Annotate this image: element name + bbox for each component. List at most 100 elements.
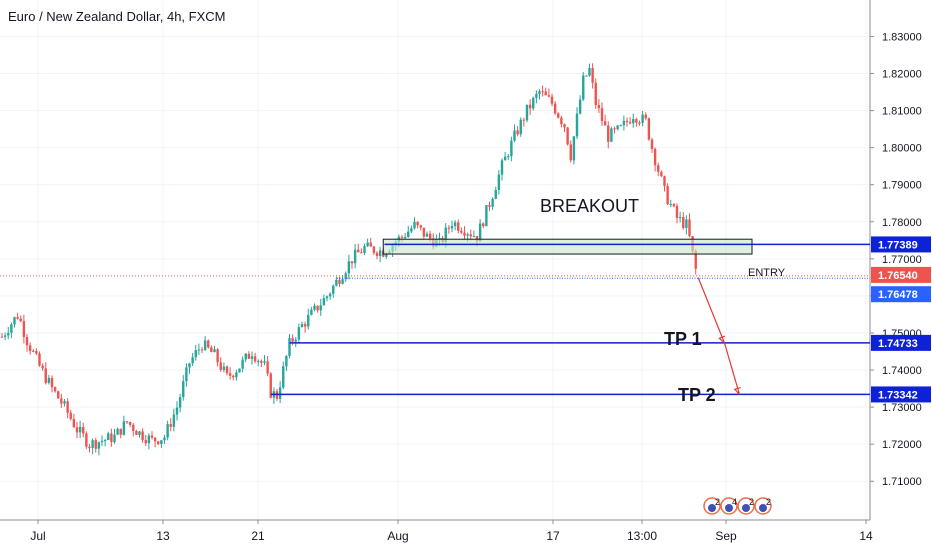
candle-up <box>122 421 126 435</box>
price-axis-label: 1.79000 <box>882 180 922 192</box>
candle-down <box>663 176 666 187</box>
candle-down <box>75 427 79 433</box>
candle-up <box>363 246 366 253</box>
candle-down <box>232 375 235 378</box>
candle-down <box>682 216 685 228</box>
candle-up <box>107 433 110 440</box>
candle-up <box>91 440 94 448</box>
candle-up <box>503 156 507 161</box>
candle-down <box>547 95 551 97</box>
candle-down <box>88 446 91 448</box>
candle-up <box>175 407 179 415</box>
candle-up <box>250 356 254 359</box>
candle-up <box>194 350 197 358</box>
candle-down <box>125 421 129 423</box>
candle-up <box>178 397 182 408</box>
candle-down <box>638 122 641 124</box>
arrow-head-tp2 <box>733 387 741 395</box>
price-badge-label: 1.74733 <box>878 338 918 350</box>
candle-up <box>413 221 416 229</box>
candle-up <box>138 431 141 435</box>
candle-up <box>116 428 119 435</box>
candle-up <box>525 104 529 121</box>
candle-down <box>266 361 269 374</box>
candle-up <box>335 279 338 286</box>
time-axis-label: 13:00 <box>627 529 657 543</box>
price-axis-label: 1.83000 <box>882 31 922 43</box>
candle-up <box>166 424 169 438</box>
candle-down <box>469 234 472 237</box>
candle-up <box>472 236 476 238</box>
candle-down <box>94 440 97 449</box>
price-axis-label: 1.78000 <box>882 217 922 229</box>
candle-down <box>16 317 19 319</box>
candle-up <box>510 140 513 157</box>
candle-down <box>360 252 363 254</box>
candle-up <box>519 119 522 135</box>
candle-up <box>185 367 188 382</box>
candle-down <box>22 321 26 337</box>
candle-down <box>603 121 607 126</box>
price-axis-label: 1.80000 <box>882 143 922 155</box>
candle-down <box>647 118 651 140</box>
price-badge <box>871 236 931 253</box>
candle-up <box>113 434 116 443</box>
candle-down <box>560 117 563 125</box>
candle-up <box>300 324 304 328</box>
trade-path-arrow <box>697 277 741 395</box>
candle-down <box>625 120 629 123</box>
candle-up <box>578 99 582 114</box>
candle-up <box>678 216 682 218</box>
candle-down <box>269 373 272 398</box>
candle-up <box>182 381 185 398</box>
candle-up <box>332 285 335 294</box>
candle-down <box>57 391 60 399</box>
candle-down <box>566 127 569 145</box>
candle-down <box>247 353 251 359</box>
candle-up <box>235 372 238 378</box>
price-axis-label: 1.81000 <box>882 106 922 118</box>
candle-up <box>453 222 457 227</box>
candle-down <box>419 225 422 228</box>
candle-down <box>613 128 616 130</box>
candle-up <box>307 314 310 327</box>
candle-down <box>597 105 601 109</box>
candle-down <box>400 236 404 238</box>
candle-down <box>644 114 647 119</box>
candle-down <box>650 139 654 149</box>
candle-up <box>425 233 429 237</box>
price-axis-label: 1.77000 <box>882 254 922 266</box>
candle-up <box>478 223 482 242</box>
time-axis-label: 14 <box>859 529 873 543</box>
candle-down <box>357 249 360 253</box>
event-marker-flag-icon <box>725 504 733 512</box>
candle-down <box>219 362 222 370</box>
candle-up <box>403 237 407 239</box>
candle-up <box>10 324 13 333</box>
candle-down <box>128 422 132 425</box>
candle-up <box>669 204 672 206</box>
event-marker-flag-icon <box>708 504 716 512</box>
candle-up <box>288 338 291 356</box>
candle-down <box>110 433 113 443</box>
candle-down <box>553 103 557 114</box>
candle-up <box>47 378 51 383</box>
candle-down <box>522 119 526 121</box>
candle-up <box>197 349 201 351</box>
price-axis-label: 1.82000 <box>882 69 922 81</box>
chart-title: Euro / New Zealand Dollar, 4h, FXCM <box>8 9 226 24</box>
candle-up <box>341 279 344 284</box>
candle-up <box>322 298 326 306</box>
candle-down <box>291 338 294 342</box>
arrow-head-tp1 <box>718 335 726 344</box>
candle-down <box>303 324 307 327</box>
candle-up <box>582 75 585 100</box>
candle-down <box>25 336 29 346</box>
candle-down <box>675 206 679 218</box>
candle-down <box>210 347 213 353</box>
candle-up <box>575 113 579 137</box>
candle-down <box>563 124 566 128</box>
candle-up <box>3 335 7 337</box>
candle-down <box>463 232 466 236</box>
